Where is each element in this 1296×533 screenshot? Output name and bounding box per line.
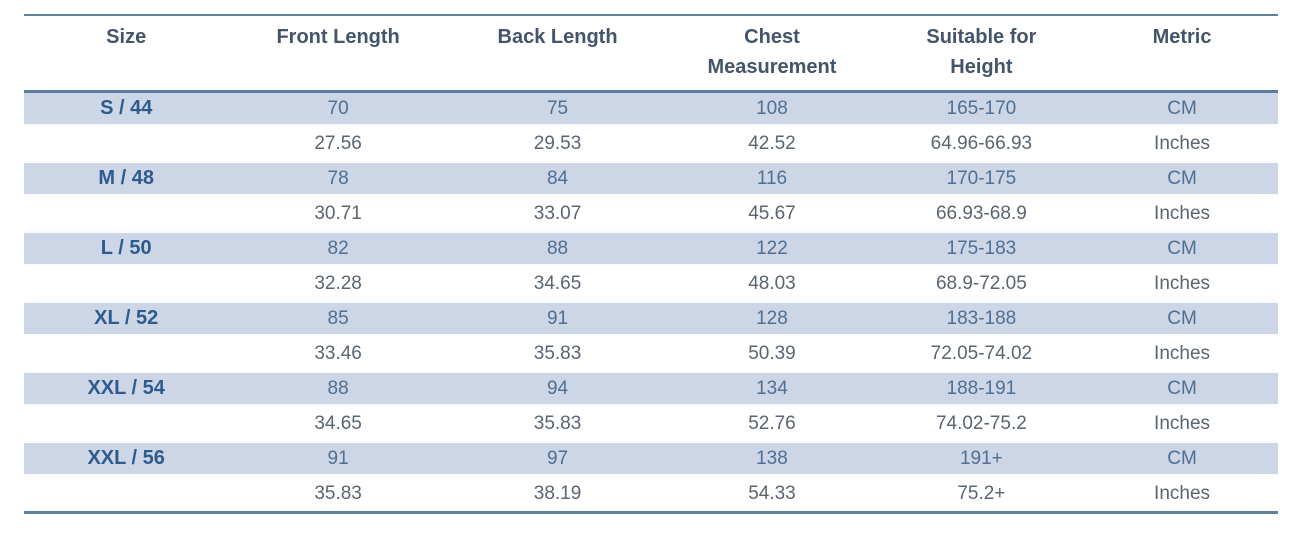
- size-chart-table: Size Front Length Back Length Chest Meas…: [24, 14, 1278, 514]
- size-cell: [24, 125, 228, 162]
- column-header-size: Size: [24, 15, 229, 93]
- front-length-cell: 30.71: [314, 202, 362, 224]
- metric-cell: Inches: [1154, 272, 1211, 294]
- table-row: 27.56 29.53 42.52 64.96-66.93 Inches: [24, 125, 1278, 162]
- suitable-height-cell: 170-175: [876, 161, 1087, 196]
- back-length-cell: 75: [447, 90, 668, 126]
- chest-measurement-cell: 116: [667, 161, 877, 196]
- metric-cell: CM: [1086, 90, 1278, 126]
- back-length-cell: 38.19: [533, 482, 582, 504]
- back-length-cell: 84: [447, 161, 668, 196]
- suitable-height-cell: 191+: [876, 441, 1087, 476]
- table-row: 34.65 35.83 52.76 74.02-75.2 Inches: [24, 405, 1278, 442]
- front-length-cell: 88: [228, 371, 448, 406]
- suitable-height-cell: 74.02-75.2: [935, 412, 1027, 434]
- front-length-cell: 70: [228, 90, 448, 126]
- front-length-cell: 27.56: [314, 132, 362, 154]
- metric-cell: CM: [1086, 231, 1278, 266]
- back-length-cell: 88: [447, 231, 668, 266]
- chest-measurement-cell: 128: [667, 301, 877, 336]
- size-cell: [24, 195, 228, 232]
- table-row: XXL / 56 91 97 138 191+ CM: [24, 441, 1278, 476]
- back-length-cell: 97: [447, 441, 668, 476]
- table-row: M / 48 78 84 116 170-175 CM: [24, 161, 1278, 196]
- size-cell: XL / 52: [24, 301, 229, 336]
- table-row: XL / 52 85 91 128 183-188 CM: [24, 301, 1278, 336]
- column-header-back-length: Back Length: [447, 15, 668, 93]
- front-length-cell: 32.28: [314, 272, 362, 294]
- front-length-cell: 33.46: [314, 342, 362, 364]
- front-length-cell: 35.83: [314, 482, 362, 504]
- size-cell: [24, 405, 228, 442]
- front-length-cell: 82: [228, 231, 448, 266]
- column-header-suitable-for-height: Suitable for Height: [876, 15, 1087, 93]
- metric-cell: CM: [1086, 161, 1278, 196]
- suitable-height-cell: 175-183: [876, 231, 1087, 266]
- back-length-cell: 91: [447, 301, 668, 336]
- size-cell: XXL / 56: [24, 441, 229, 476]
- header-row: Size Front Length Back Length Chest Meas…: [24, 15, 1278, 93]
- table-row: XXL / 54 88 94 134 188-191 CM: [24, 371, 1278, 406]
- front-length-cell: 91: [228, 441, 448, 476]
- suitable-height-cell: 75.2+: [957, 482, 1006, 504]
- metric-cell: Inches: [1154, 412, 1211, 434]
- size-cell: [24, 335, 228, 372]
- suitable-height-cell: 72.05-74.02: [930, 342, 1033, 364]
- table-row: L / 50 82 88 122 175-183 CM: [24, 231, 1278, 266]
- table-row: 32.28 34.65 48.03 68.9-72.05 Inches: [24, 265, 1278, 302]
- back-length-cell: 29.53: [533, 132, 582, 154]
- size-cell: M / 48: [24, 161, 229, 196]
- table-header: Size Front Length Back Length Chest Meas…: [24, 15, 1278, 93]
- chest-measurement-cell: 134: [667, 371, 877, 406]
- suitable-height-cell: 64.96-66.93: [930, 132, 1033, 154]
- table-row: 35.83 38.19 54.33 75.2+ Inches: [24, 475, 1278, 513]
- table-row: 33.46 35.83 50.39 72.05-74.02 Inches: [24, 335, 1278, 372]
- chest-measurement-cell: 54.33: [748, 482, 796, 504]
- front-length-cell: 78: [228, 161, 448, 196]
- metric-cell: Inches: [1154, 132, 1211, 154]
- metric-cell: CM: [1086, 441, 1278, 476]
- table-body: S / 44 70 75 108 165-170 CM 27.56 29.53 …: [24, 90, 1278, 513]
- chest-measurement-cell: 122: [667, 231, 877, 266]
- metric-cell: CM: [1086, 301, 1278, 336]
- column-header-chest-measurement: Chest Measurement: [667, 15, 877, 93]
- back-length-cell: 35.83: [533, 342, 582, 364]
- suitable-height-cell: 183-188: [876, 301, 1087, 336]
- metric-cell: Inches: [1154, 202, 1211, 224]
- column-header-metric: Metric: [1086, 15, 1278, 93]
- chest-measurement-cell: 108: [667, 90, 877, 126]
- size-cell: L / 50: [24, 231, 229, 266]
- column-header-front-length: Front Length: [228, 15, 448, 93]
- suitable-height-cell: 68.9-72.05: [935, 272, 1027, 294]
- suitable-height-cell: 165-170: [876, 90, 1087, 126]
- chest-measurement-cell: 138: [667, 441, 877, 476]
- chest-measurement-cell: 45.67: [748, 202, 796, 224]
- back-length-cell: 94: [447, 371, 668, 406]
- table-row: 30.71 33.07 45.67 66.93-68.9 Inches: [24, 195, 1278, 232]
- back-length-cell: 35.83: [533, 412, 582, 434]
- table-row: S / 44 70 75 108 165-170 CM: [24, 90, 1278, 126]
- size-cell: [24, 475, 228, 513]
- size-cell: XXL / 54: [24, 371, 229, 406]
- back-length-cell: 33.07: [533, 202, 582, 224]
- size-cell: S / 44: [24, 90, 229, 126]
- back-length-cell: 34.65: [533, 272, 582, 294]
- front-length-cell: 85: [228, 301, 448, 336]
- metric-cell: Inches: [1154, 342, 1211, 364]
- metric-cell: CM: [1086, 371, 1278, 406]
- chest-measurement-cell: 50.39: [748, 342, 796, 364]
- chest-measurement-cell: 52.76: [748, 412, 796, 434]
- chest-measurement-cell: 48.03: [748, 272, 796, 294]
- size-cell: [24, 265, 228, 302]
- suitable-height-cell: 188-191: [876, 371, 1087, 406]
- front-length-cell: 34.65: [314, 412, 362, 434]
- metric-cell: Inches: [1154, 482, 1211, 504]
- suitable-height-cell: 66.93-68.9: [935, 202, 1027, 224]
- chest-measurement-cell: 42.52: [748, 132, 796, 154]
